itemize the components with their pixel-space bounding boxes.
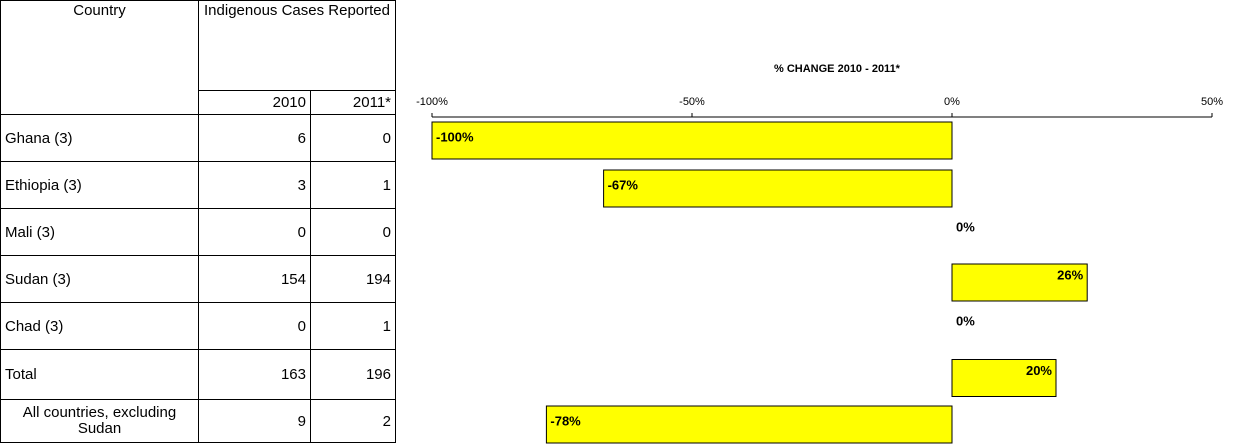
country-cell: Mali (3) [0,208,199,256]
table-row: Ethiopia (3) 3 1 [0,161,396,209]
table-row: Chad (3) 0 1 [0,302,396,350]
cases-2010-cell: 0 [198,302,311,350]
cases-2010-cell: 9 [198,399,311,443]
x-tick-label: -50% [679,96,705,108]
bar-label: 0% [956,220,975,235]
bar-label: -67% [608,178,639,193]
x-tick-label: -100% [416,96,448,108]
table-row-total: Total 163 196 [0,349,396,400]
cases-2011-cell: 1 [310,161,396,209]
cases-2011-cell: 1 [310,302,396,350]
country-cell: All countries, excluding Sudan [0,399,199,443]
table-row: Mali (3) 0 0 [0,208,396,256]
cases-2010-cell: 154 [198,255,311,303]
table-row: Sudan (3) 154 194 [0,255,396,303]
bar [431,121,953,160]
cases-table: Country Indigenous Cases Reported 2010 2… [0,0,396,443]
country-cell: Total [0,349,199,400]
header-cases: Indigenous Cases Reported [198,0,396,91]
bar-label: 26% [1057,268,1083,283]
bar-label: 0% [956,314,975,329]
cases-2010-cell: 0 [198,208,311,256]
cases-2011-cell: 2 [310,399,396,443]
bars-group: -100% -67% 0% 26% 0% 20% -78% [431,121,1088,444]
country-cell: Chad (3) [0,302,199,350]
bar-label: -100% [436,130,474,145]
percent-change-chart: % CHANGE 2010 - 2011* -100% -50% 0% 50% -10… [416,63,1223,444]
bar [951,359,1057,397]
country-cell: Sudan (3) [0,255,199,303]
cases-table-container: Country Indigenous Cases Reported 2010 2… [0,0,396,443]
table-row: All countries, excluding Sudan 9 2 [0,399,396,443]
country-cell: Ghana (3) [0,114,199,162]
bar [951,263,1088,302]
bar [545,405,953,444]
x-tick-label: 50% [1201,96,1223,108]
cases-2010-cell: 163 [198,349,311,400]
x-tick-label: 0% [944,96,960,108]
bar-label: -78% [550,414,581,429]
cases-2010-cell: 3 [198,161,311,209]
cases-2011-cell: 0 [310,208,396,256]
cases-2011-cell: 194 [310,255,396,303]
header-2011: 2011* [310,90,396,115]
bar [603,169,953,208]
cases-2011-cell: 196 [310,349,396,400]
cases-2010-cell: 6 [198,114,311,162]
cases-2011-cell: 0 [310,114,396,162]
x-axis: -100% -50% 0% 50% [416,96,1223,118]
header-country: Country [0,0,199,115]
bar-label: 20% [1026,363,1052,378]
header-2010: 2010 [198,90,311,115]
country-cell: Ethiopia (3) [0,161,199,209]
table-row: Ghana (3) 6 0 [0,114,396,162]
chart-title: % CHANGE 2010 - 2011* [774,63,901,75]
